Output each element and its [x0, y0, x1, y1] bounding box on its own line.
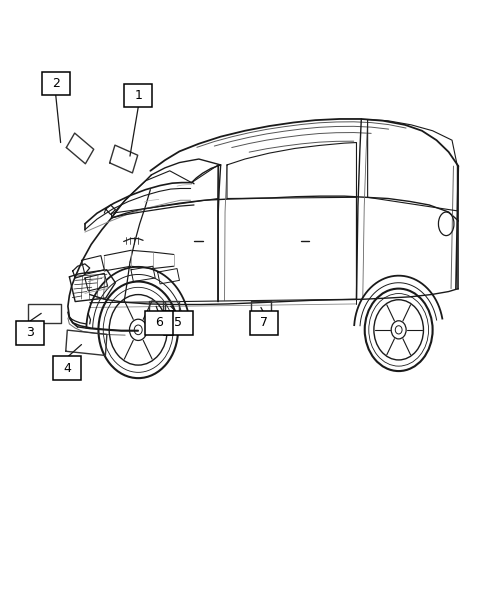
FancyBboxPatch shape [145, 311, 173, 335]
Text: 7: 7 [260, 316, 268, 329]
FancyBboxPatch shape [124, 84, 152, 107]
Text: 2: 2 [52, 77, 60, 90]
Text: 5: 5 [174, 316, 182, 329]
Text: 1: 1 [134, 89, 142, 102]
Text: 6: 6 [155, 316, 163, 329]
Text: 3: 3 [26, 326, 34, 339]
FancyBboxPatch shape [250, 311, 278, 335]
FancyBboxPatch shape [53, 356, 81, 380]
FancyBboxPatch shape [42, 72, 70, 95]
FancyBboxPatch shape [164, 311, 192, 335]
Text: 4: 4 [63, 362, 71, 375]
FancyBboxPatch shape [16, 321, 44, 345]
